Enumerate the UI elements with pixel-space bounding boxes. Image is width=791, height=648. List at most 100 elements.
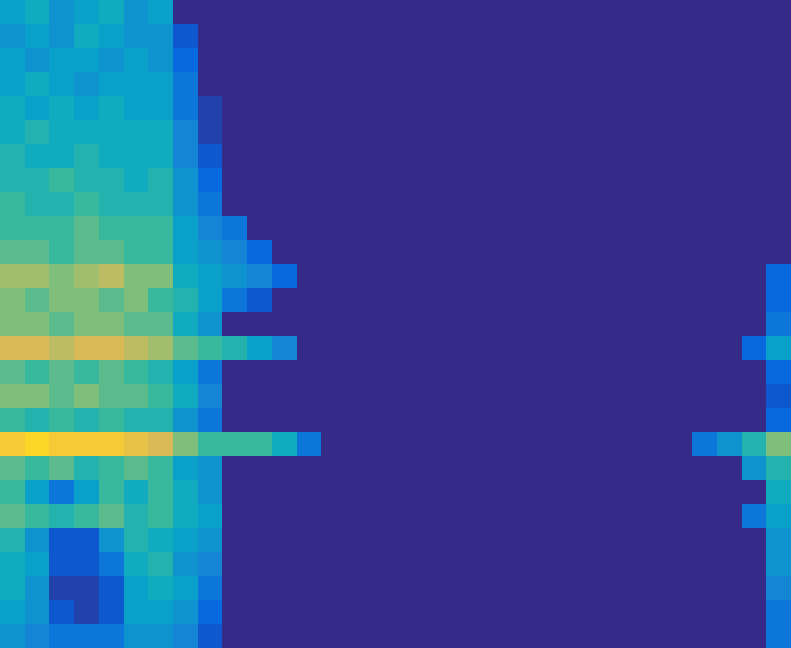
heatmap-cell <box>519 72 544 97</box>
heatmap-cell <box>222 168 247 193</box>
heatmap-cell <box>593 216 618 241</box>
heatmap-cell <box>346 624 371 648</box>
heatmap-cell <box>494 600 519 625</box>
heatmap-cell <box>74 144 99 169</box>
heatmap-cell <box>717 96 742 121</box>
heatmap-cell <box>692 288 717 313</box>
heatmap-cell <box>544 456 569 481</box>
heatmap-cell <box>173 216 198 241</box>
heatmap-cell <box>667 72 692 97</box>
heatmap-cell <box>396 0 421 25</box>
heatmap-cell <box>643 528 668 553</box>
heatmap-cell <box>148 456 173 481</box>
heatmap-cell <box>173 600 198 625</box>
heatmap-cell <box>371 72 396 97</box>
heatmap-cell <box>99 624 124 648</box>
heatmap-cell <box>321 0 346 25</box>
heatmap-cell <box>717 528 742 553</box>
heatmap-cell <box>222 264 247 289</box>
heatmap-cell <box>420 480 445 505</box>
heatmap-cell <box>173 168 198 193</box>
heatmap-cell <box>717 72 742 97</box>
heatmap-cell <box>396 96 421 121</box>
heatmap-cell <box>593 96 618 121</box>
heatmap-cell <box>371 288 396 313</box>
heatmap-cell <box>99 240 124 265</box>
heatmap-cell <box>74 24 99 49</box>
heatmap-cell <box>470 264 495 289</box>
heatmap-cell <box>0 624 25 648</box>
heatmap-cell <box>569 552 594 577</box>
heatmap-cell <box>519 24 544 49</box>
heatmap-cell <box>544 48 569 73</box>
heatmap-cell <box>396 216 421 241</box>
heatmap-cell <box>321 168 346 193</box>
heatmap-cell <box>692 144 717 169</box>
heatmap-cell <box>396 264 421 289</box>
heatmap-cell <box>667 96 692 121</box>
heatmap-cell <box>198 216 223 241</box>
heatmap-cell <box>272 600 297 625</box>
heatmap-cell <box>396 384 421 409</box>
heatmap-cell <box>74 552 99 577</box>
heatmap-cell <box>346 336 371 361</box>
heatmap-cell <box>124 312 149 337</box>
heatmap-cell <box>544 72 569 97</box>
heatmap-cell <box>297 240 322 265</box>
heatmap-cell <box>569 624 594 648</box>
heatmap-cell <box>74 600 99 625</box>
heatmap-cell <box>519 528 544 553</box>
heatmap-cell <box>470 408 495 433</box>
heatmap-cell <box>49 552 74 577</box>
heatmap-cell <box>74 336 99 361</box>
heatmap-cell <box>445 96 470 121</box>
heatmap-cell <box>593 144 618 169</box>
heatmap-cell <box>692 624 717 648</box>
heatmap-cell <box>124 216 149 241</box>
heatmap-cell <box>272 0 297 25</box>
heatmap-cell <box>25 480 50 505</box>
heatmap-cell <box>247 192 272 217</box>
heatmap-cell <box>49 24 74 49</box>
heatmap-cell <box>519 480 544 505</box>
heatmap-cell <box>396 312 421 337</box>
heatmap-cell <box>222 528 247 553</box>
heatmap-cell <box>0 96 25 121</box>
heatmap-cell <box>25 360 50 385</box>
heatmap-cell <box>148 168 173 193</box>
heatmap-cell <box>346 168 371 193</box>
heatmap-cell <box>371 384 396 409</box>
heatmap-cell <box>766 72 791 97</box>
heatmap-cell <box>371 312 396 337</box>
heatmap-cell <box>124 480 149 505</box>
heatmap-cell <box>0 336 25 361</box>
heatmap-cell <box>297 432 322 457</box>
heatmap-cell <box>470 192 495 217</box>
heatmap-cell <box>99 288 124 313</box>
heatmap-cell <box>643 144 668 169</box>
heatmap-cell <box>569 432 594 457</box>
heatmap-cell <box>124 504 149 529</box>
heatmap-cell <box>766 432 791 457</box>
heatmap-cell <box>470 144 495 169</box>
heatmap-cell <box>742 408 767 433</box>
heatmap-cell <box>742 72 767 97</box>
heatmap-cell <box>321 432 346 457</box>
heatmap-cell <box>667 336 692 361</box>
heatmap-cell <box>0 192 25 217</box>
heatmap-cell <box>173 288 198 313</box>
heatmap-cell <box>25 120 50 145</box>
heatmap-cell <box>667 624 692 648</box>
heatmap-cell <box>173 312 198 337</box>
heatmap-cell <box>766 576 791 601</box>
heatmap-cell <box>297 504 322 529</box>
heatmap-cell <box>148 576 173 601</box>
heatmap-cell <box>692 192 717 217</box>
heatmap-cell <box>519 216 544 241</box>
heatmap-cell <box>692 552 717 577</box>
heatmap-cell <box>717 264 742 289</box>
heatmap-cell <box>569 480 594 505</box>
heatmap-cell <box>420 72 445 97</box>
heatmap-cell <box>618 600 643 625</box>
heatmap-cell <box>420 504 445 529</box>
